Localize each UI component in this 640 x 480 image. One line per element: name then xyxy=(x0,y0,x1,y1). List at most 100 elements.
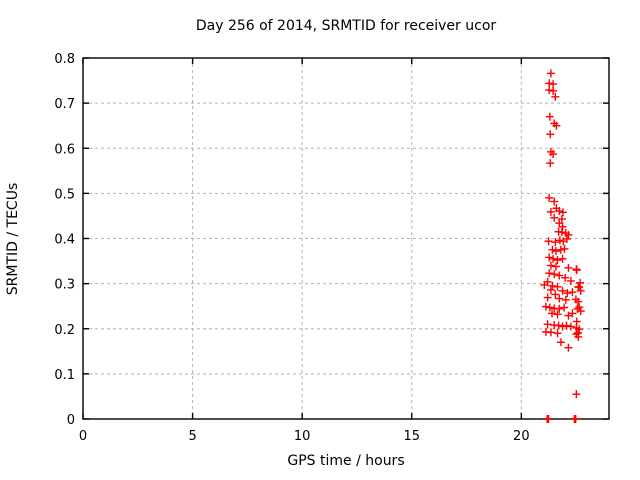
data-point-marker xyxy=(554,321,563,330)
data-point-marker xyxy=(557,215,566,224)
data-point-marker xyxy=(546,69,555,78)
data-point-marker xyxy=(549,80,558,89)
data-point-marker xyxy=(545,253,554,262)
data-point-marker xyxy=(560,244,569,253)
data-point-marker xyxy=(545,79,554,88)
data-point-marker xyxy=(574,297,583,306)
data-point-marker xyxy=(571,415,580,423)
y-tick-label: 0.5 xyxy=(54,187,75,202)
x-tick-label: 20 xyxy=(513,429,530,444)
data-point-marker xyxy=(551,247,560,256)
data-point-marker xyxy=(576,278,585,287)
data-point-marker xyxy=(555,304,564,313)
y-tick-label: 0 xyxy=(67,413,75,428)
data-point-marker xyxy=(576,307,585,316)
y-tick-label: 0.8 xyxy=(54,52,75,67)
data-point-marker xyxy=(555,206,564,215)
data-point-marker xyxy=(553,329,562,338)
data-point-marker xyxy=(546,207,555,216)
data-point-marker xyxy=(541,302,550,311)
data-point-marker xyxy=(575,303,584,312)
data-point-marker xyxy=(545,112,554,121)
data-point-marker xyxy=(546,159,555,168)
data-point-marker xyxy=(557,338,566,347)
data-point-marker xyxy=(557,228,566,237)
grid-lines xyxy=(83,58,609,419)
data-point-marker xyxy=(543,293,552,302)
data-point-marker xyxy=(558,322,567,331)
data-point-marker xyxy=(564,343,573,352)
data-point-marker xyxy=(555,294,564,303)
y-tick-label: 0.3 xyxy=(54,278,75,293)
y-axis-label: SRMTID / TECUs xyxy=(5,183,21,296)
y-tick-label: 0.4 xyxy=(54,233,75,248)
tick-labels: 0 0.1 0.2 0.3 0.4 0.5 0.6 0.7 0.8 0 5 10 15 20 xyxy=(54,52,529,444)
data-point-marker xyxy=(555,271,564,280)
data-point-marker xyxy=(558,208,567,217)
data-point-marker xyxy=(561,273,570,282)
data-point-marker xyxy=(545,269,554,278)
data-point-marker xyxy=(576,286,585,295)
data-point-marker xyxy=(549,150,558,159)
data-point-marker xyxy=(543,320,552,329)
data-point-marker xyxy=(553,282,562,291)
data-point-marker xyxy=(549,86,558,95)
data-point-marker xyxy=(545,193,554,202)
data-point-marker xyxy=(560,303,569,312)
data-point-marker xyxy=(562,234,571,243)
data-point-marker xyxy=(546,285,555,294)
data-point-marker xyxy=(572,266,581,275)
data-points xyxy=(540,69,585,423)
data-point-marker xyxy=(545,303,554,312)
data-point-marker xyxy=(574,328,583,337)
data-point-marker xyxy=(548,309,557,318)
data-point-marker xyxy=(548,245,557,254)
y-tick-label: 0.1 xyxy=(54,368,75,383)
data-point-marker xyxy=(564,311,573,320)
data-point-marker xyxy=(544,237,553,246)
data-point-marker xyxy=(551,290,560,299)
x-axis-label: GPS time / hours xyxy=(287,453,404,469)
x-tick-label: 10 xyxy=(294,429,311,444)
data-point-marker xyxy=(572,317,581,326)
data-point-marker xyxy=(550,197,559,206)
data-point-marker xyxy=(564,263,573,272)
data-point-marker xyxy=(546,130,555,139)
data-point-marker xyxy=(546,261,555,270)
data-point-marker xyxy=(566,322,575,331)
data-point-marker xyxy=(553,256,562,265)
data-point-marker xyxy=(546,328,555,337)
x-tick-label: 0 xyxy=(79,429,87,444)
data-point-marker xyxy=(564,230,573,239)
data-point-marker xyxy=(553,310,562,319)
data-point-marker xyxy=(550,213,559,222)
data-point-marker xyxy=(574,282,583,291)
y-tick-label: 0.6 xyxy=(54,142,75,157)
data-point-marker xyxy=(558,254,567,263)
x-tick-label: 5 xyxy=(188,429,196,444)
data-point-marker xyxy=(568,288,577,297)
data-point-marker xyxy=(575,325,584,334)
data-point-marker xyxy=(544,415,553,423)
data-point-marker xyxy=(572,390,581,399)
data-point-marker xyxy=(548,281,557,290)
axis-ticks xyxy=(82,57,609,420)
y-tick-label: 0.7 xyxy=(54,97,75,112)
data-point-marker xyxy=(561,295,570,304)
chart-title: Day 256 of 2014, SRMTID for receiver uco… xyxy=(196,18,497,34)
y-tick-label: 0.2 xyxy=(54,323,75,338)
data-point-marker xyxy=(552,121,561,130)
data-point-marker xyxy=(545,86,554,95)
data-point-marker xyxy=(563,289,572,298)
data-point-marker xyxy=(566,276,575,285)
data-point-marker xyxy=(562,321,571,330)
data-point-marker xyxy=(551,92,560,101)
data-point-marker xyxy=(551,262,560,271)
data-point-marker xyxy=(549,254,558,263)
x-tick-label: 15 xyxy=(403,429,420,444)
data-point-marker xyxy=(556,245,565,254)
data-point-marker xyxy=(551,238,560,247)
data-point-marker xyxy=(558,286,567,295)
